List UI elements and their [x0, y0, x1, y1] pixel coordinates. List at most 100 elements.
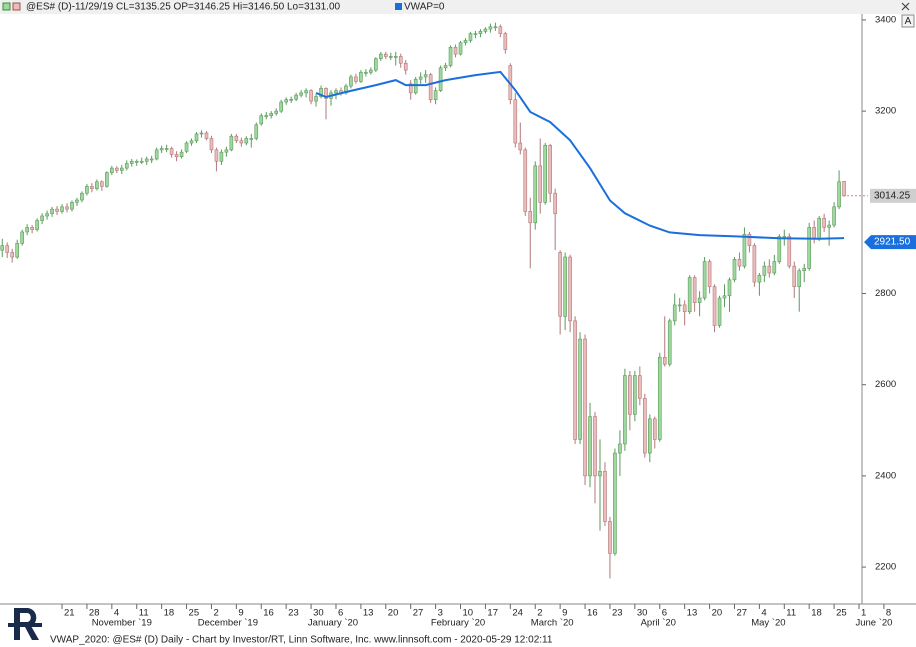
x-tick-label: 1	[861, 608, 866, 619]
candle-body	[533, 165, 538, 224]
candle-body	[129, 160, 134, 164]
candle-body	[388, 56, 393, 58]
candle-body	[95, 181, 99, 189]
candle-body	[418, 76, 423, 80]
candle-body	[299, 92, 303, 96]
candle-body	[304, 90, 308, 94]
x-tick-label: 23	[612, 608, 623, 619]
candle-body	[792, 265, 797, 287]
candle-body	[408, 83, 413, 94]
candle-body	[787, 236, 792, 267]
candle-body	[523, 149, 528, 212]
candle-body	[383, 53, 388, 57]
x-tick-label: 28	[89, 608, 100, 619]
candle-body	[319, 88, 323, 97]
candle-body	[174, 154, 179, 158]
candle-body	[5, 245, 10, 253]
x-tick-label: 13	[687, 608, 698, 619]
candle-body	[214, 149, 219, 162]
candle-body	[284, 99, 288, 103]
candle-body	[50, 208, 54, 215]
candle-body	[115, 167, 119, 171]
candle-body	[737, 259, 742, 267]
candle-body	[10, 252, 15, 258]
logo	[8, 608, 42, 640]
candle-body	[254, 124, 259, 139]
footer: VWAP_2020: @ES# (D) Daily - Chart by Inv…	[50, 635, 553, 646]
candle-body	[398, 56, 403, 64]
candle-body	[364, 72, 368, 74]
candle-body	[717, 297, 722, 326]
candle-body	[219, 151, 224, 162]
candle-body	[184, 142, 189, 152]
candle-body	[134, 160, 139, 163]
candle-body	[727, 279, 732, 297]
candle-body	[149, 158, 154, 161]
candle-body	[85, 186, 89, 194]
candle-body	[628, 375, 632, 415]
candle-body	[423, 74, 428, 78]
candle-body	[139, 160, 144, 163]
y-tick-label: 2400	[875, 470, 896, 481]
candle-body	[747, 233, 752, 246]
candle-body	[757, 274, 762, 283]
candle-body	[45, 213, 49, 217]
candle-body	[807, 227, 811, 269]
candle-body	[817, 217, 821, 240]
candle-body	[822, 217, 826, 228]
candle-body	[269, 113, 274, 116]
candle-body	[294, 94, 298, 100]
candle-body	[90, 186, 94, 189]
x-tick-label: 4	[114, 608, 119, 619]
candle-body	[403, 62, 408, 71]
x-tick-label: 27	[413, 608, 424, 619]
candle-body	[672, 304, 677, 322]
candle-body	[349, 76, 353, 87]
candle-body	[264, 115, 269, 117]
candle-body	[692, 277, 697, 303]
candle-body	[528, 211, 533, 224]
candle-body	[249, 138, 254, 140]
candle-body	[573, 320, 577, 440]
candle-body	[244, 138, 249, 144]
candle-body	[393, 56, 398, 58]
candle-body	[583, 338, 587, 477]
month-label: June `20	[855, 618, 892, 629]
plot	[0, 22, 846, 579]
candle-body	[682, 304, 687, 313]
candle-body	[443, 65, 448, 69]
candle-body	[493, 26, 498, 29]
candle-body	[25, 227, 29, 233]
candle-body	[588, 416, 592, 477]
candle-body	[518, 142, 523, 151]
month-label: April `20	[641, 618, 676, 629]
x-tick-label: 9	[562, 608, 567, 619]
close-button[interactable]	[901, 2, 910, 11]
month-label: January `20	[308, 618, 358, 629]
chart-title: @ES# (D)-11/29/19 CL=3135.25 OP=3146.25 …	[26, 2, 341, 13]
candle-body	[204, 132, 209, 139]
candle-body	[209, 138, 214, 151]
candle-body	[110, 167, 114, 173]
x-tick-label: 16	[263, 608, 274, 619]
x-tick-label: 10	[463, 608, 474, 619]
candle-body	[707, 261, 712, 287]
candle-body	[119, 167, 124, 171]
candle-body	[359, 72, 363, 82]
scale-button[interactable]	[901, 14, 915, 28]
candle-body	[488, 26, 493, 30]
candle-body	[473, 33, 478, 35]
legend-up-swatch	[2, 2, 11, 11]
x-tick-label: 8	[886, 608, 891, 619]
last-price-box	[870, 188, 916, 203]
candle-body	[289, 98, 293, 101]
scale-button-label[interactable]: A	[905, 16, 912, 27]
candle-body	[189, 140, 194, 144]
candle-body	[15, 243, 19, 258]
candle-body	[513, 99, 518, 144]
candle-body	[379, 53, 383, 59]
candle-body	[762, 265, 767, 276]
candle-body	[842, 181, 846, 197]
candle-body	[837, 181, 841, 208]
